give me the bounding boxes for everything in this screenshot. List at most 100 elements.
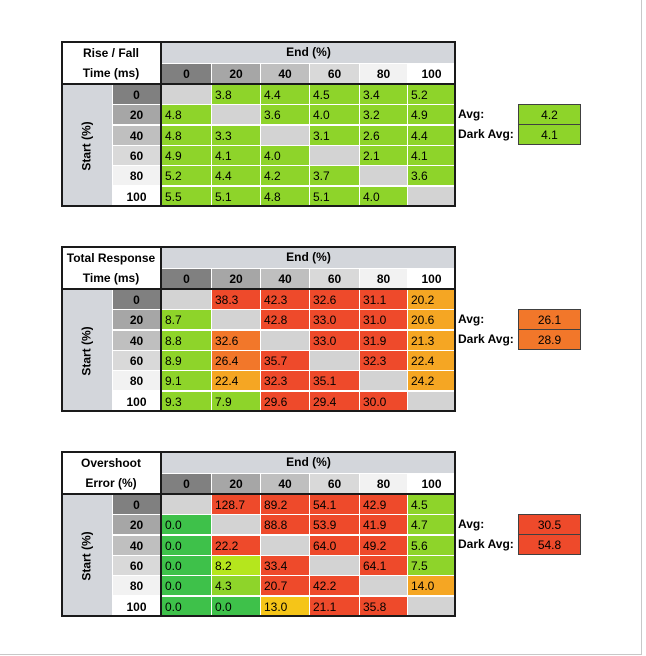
heatmap-cell: 89.2 xyxy=(260,494,310,515)
heatmap-cell: 0.0 xyxy=(161,514,212,535)
heatmap-cell: 42.2 xyxy=(309,575,360,596)
table-title-line1: Rise / Fall xyxy=(82,45,140,60)
heatmap-cell: 33.0 xyxy=(309,309,360,330)
heatmap-cell: 0.0 xyxy=(161,555,212,576)
heatmap-cell: 22.4 xyxy=(407,350,456,371)
table-title-line1: Overshoot xyxy=(80,455,141,470)
table-title-line2: Time (ms) xyxy=(82,270,140,285)
start-axis-label: Start (%) xyxy=(79,120,94,171)
avg-label: Avg: xyxy=(458,312,485,326)
heatmap-cell: 64.1 xyxy=(359,555,408,576)
dark-avg-label: Dark Avg: xyxy=(458,127,514,141)
start-axis-header: Start (%) xyxy=(61,494,112,617)
heatmap-table: Rise / Fall Time (ms) End (%) 0 20 40 60 80 100 S… xyxy=(61,41,456,207)
heatmap-cell: 5.2 xyxy=(407,84,456,105)
end-axis-header: End (%) xyxy=(161,246,456,268)
heatmap-cell: 2.6 xyxy=(359,125,408,146)
heatmap-cell: 0.0 xyxy=(161,535,212,556)
column-header: 80 xyxy=(359,473,408,494)
table-title-line2: Error (%) xyxy=(85,475,137,490)
column-header: 0 xyxy=(161,63,212,84)
heatmap-cell: 4.8 xyxy=(260,186,310,207)
heatmap-cell: 64.0 xyxy=(309,535,360,556)
column-header: 40 xyxy=(260,268,310,289)
heatmap-cell: 0.0 xyxy=(161,575,212,596)
heatmap-cell xyxy=(407,596,456,617)
heatmap-cell: 26.4 xyxy=(211,350,261,371)
row-header: 100 xyxy=(112,596,161,617)
heatmap-cell: 8.7 xyxy=(161,309,212,330)
heatmap-cell: 7.9 xyxy=(211,391,261,412)
heatmap-cell: 4.7 xyxy=(407,514,456,535)
row-header: 60 xyxy=(112,145,161,166)
heatmap-cell: 42.9 xyxy=(359,494,408,515)
row-header: 40 xyxy=(112,330,161,351)
heatmap-cell: 2.1 xyxy=(359,145,408,166)
row-header: 100 xyxy=(112,391,161,412)
column-header: 40 xyxy=(260,63,310,84)
heatmap-cell: 0.0 xyxy=(211,596,261,617)
heatmap-cell: 3.8 xyxy=(211,84,261,105)
heatmap-cell: 4.1 xyxy=(211,145,261,166)
heatmap-cell: 5.1 xyxy=(211,186,261,207)
dark-avg-value: 54.8 xyxy=(518,534,581,555)
column-header: 80 xyxy=(359,63,408,84)
heatmap-table: Overshoot Error (%) End (%) 0 20 40 60 80 100 Sta… xyxy=(61,451,456,617)
avg-label: Avg: xyxy=(458,107,485,121)
heatmap-cell: 3.2 xyxy=(359,104,408,125)
heatmap-cell xyxy=(260,330,310,351)
heatmap-cell: 31.1 xyxy=(359,289,408,310)
heatmap-cell: 4.5 xyxy=(407,494,456,515)
row-header: 100 xyxy=(112,186,161,207)
heatmap-cell: 4.9 xyxy=(407,104,456,125)
heatmap-cell: 4.2 xyxy=(260,165,310,186)
end-axis-header: End (%) xyxy=(161,41,456,63)
heatmap-cell: 35.1 xyxy=(309,370,360,391)
dark-avg-value: 4.1 xyxy=(518,124,581,145)
heatmap-cell: 5.6 xyxy=(407,535,456,556)
column-header: 60 xyxy=(309,268,360,289)
row-header: 40 xyxy=(112,125,161,146)
heatmap-cell: 21.1 xyxy=(309,596,360,617)
heatmap-cell xyxy=(309,350,360,371)
column-header: 60 xyxy=(309,63,360,84)
heatmap-cell xyxy=(407,186,456,207)
column-header: 20 xyxy=(211,473,261,494)
heatmap-cell: 33.0 xyxy=(309,330,360,351)
dark-avg-label: Dark Avg: xyxy=(458,332,514,346)
heatmap-cell: 20.7 xyxy=(260,575,310,596)
heatmap-cell: 7.5 xyxy=(407,555,456,576)
heatmap-cell: 21.3 xyxy=(407,330,456,351)
table-title: Rise / Fall Time (ms) xyxy=(61,41,161,84)
heatmap-cell: 30.0 xyxy=(359,391,408,412)
heatmap-cell: 3.1 xyxy=(309,125,360,146)
heatmap-cell: 42.3 xyxy=(260,289,310,310)
heatmap-cell: 128.7 xyxy=(211,494,261,515)
table-title-line1: Total Response xyxy=(66,250,156,265)
heatmap-cell: 3.4 xyxy=(359,84,408,105)
heatmap-cell xyxy=(359,575,408,596)
heatmap-cell: 9.1 xyxy=(161,370,212,391)
heatmap-cell: 4.4 xyxy=(260,84,310,105)
heatmap-cell xyxy=(161,84,212,105)
heatmap-cell: 33.4 xyxy=(260,555,310,576)
heatmap-cell xyxy=(359,165,408,186)
heatmap-cell: 8.2 xyxy=(211,555,261,576)
heatmap-cell: 8.9 xyxy=(161,350,212,371)
start-axis-header: Start (%) xyxy=(61,84,112,207)
heatmap-cell: 5.1 xyxy=(309,186,360,207)
heatmap-cell: 32.3 xyxy=(260,370,310,391)
row-header: 0 xyxy=(112,289,161,310)
column-header: 0 xyxy=(161,268,212,289)
avg-value: 4.2 xyxy=(518,104,581,125)
column-header: 100 xyxy=(407,63,456,84)
heatmap-cell: 3.7 xyxy=(309,165,360,186)
row-header: 80 xyxy=(112,370,161,391)
heatmap-cell xyxy=(260,125,310,146)
table-title: Overshoot Error (%) xyxy=(61,451,161,494)
start-axis-label: Start (%) xyxy=(79,530,94,581)
row-header: 0 xyxy=(112,84,161,105)
row-header: 60 xyxy=(112,350,161,371)
row-header: 20 xyxy=(112,514,161,535)
